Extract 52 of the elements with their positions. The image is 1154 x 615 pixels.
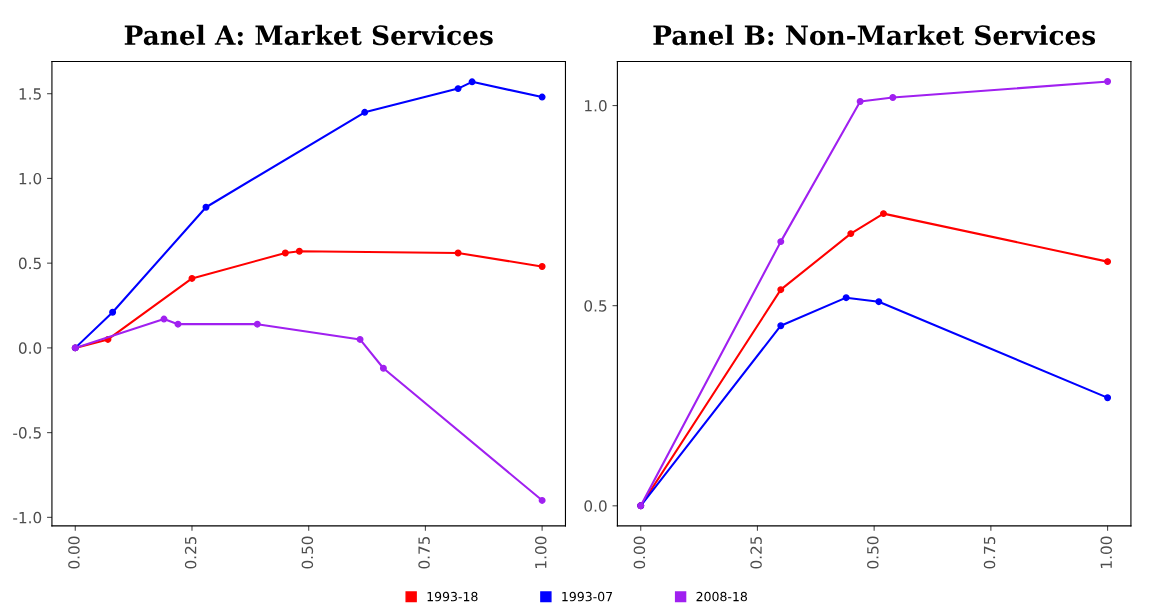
x-tick-label: 1.00 <box>534 536 547 568</box>
y-tick-label: 1.0 <box>585 100 607 112</box>
point <box>1104 394 1112 402</box>
chart-title: Panel A: Market Services <box>124 24 493 46</box>
x-tick-label: 0.00 <box>68 536 80 569</box>
point <box>1104 78 1112 85</box>
y-tick-label: -1.0 <box>13 511 42 524</box>
point <box>889 94 897 101</box>
point <box>160 315 168 323</box>
point <box>847 230 855 238</box>
x-tick-label: 0.50 <box>867 536 879 569</box>
point <box>454 85 462 93</box>
point <box>777 322 785 330</box>
x-tick-label: 0.75 <box>983 536 996 569</box>
point <box>109 308 117 316</box>
point <box>856 98 864 106</box>
point <box>538 263 546 271</box>
point <box>379 364 387 372</box>
y-tick-label: 0.0 <box>584 500 607 512</box>
x-tick-label: 0.25 <box>184 536 197 569</box>
y-tick-label: 1.5 <box>19 88 41 100</box>
point <box>880 210 887 218</box>
point <box>538 496 546 504</box>
legend-label: 2008-18 <box>696 591 747 602</box>
y-tick-label: 0.5 <box>584 300 607 312</box>
point <box>468 78 476 86</box>
x-tick-label: 0.25 <box>750 536 762 569</box>
x-tick-label: 0.75 <box>418 536 430 569</box>
point <box>1104 258 1112 266</box>
y-tick-label: 1.0 <box>19 172 42 185</box>
point <box>361 108 369 116</box>
legend-label: 1993-18 <box>427 591 478 602</box>
point <box>281 249 289 257</box>
point <box>777 286 785 294</box>
point <box>777 238 785 246</box>
x-tick-label: 0.50 <box>301 536 314 569</box>
point <box>253 320 261 328</box>
point <box>188 274 196 282</box>
point <box>356 335 364 343</box>
point <box>202 203 210 211</box>
point <box>875 298 883 306</box>
y-tick-label: -0.5 <box>13 427 41 439</box>
y-tick-label: 0.0 <box>18 342 42 354</box>
x-tick-label: 0.00 <box>633 536 646 569</box>
point <box>295 247 303 255</box>
chart-title: Panel B: Non-Market Services <box>653 24 1096 46</box>
point <box>538 93 546 101</box>
y-tick-label: 0.5 <box>18 257 41 270</box>
point <box>842 294 850 302</box>
point <box>174 320 182 328</box>
x-tick-label: 1.00 <box>1100 536 1113 568</box>
legend-label: 1993-07 <box>562 591 613 602</box>
